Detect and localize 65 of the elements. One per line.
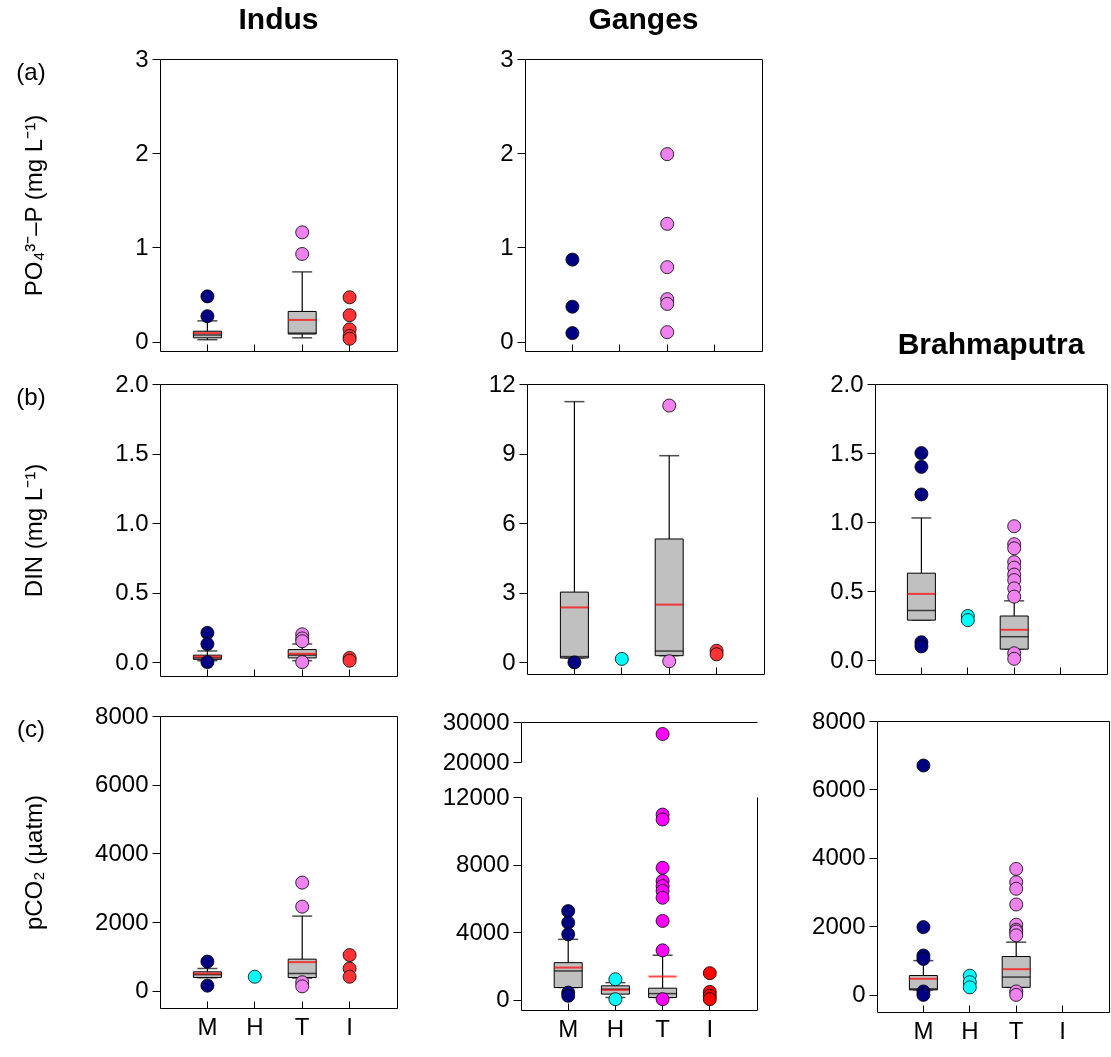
y-tick-label: 0: [135, 327, 149, 355]
y-tick-label: 1.0: [830, 507, 864, 535]
x-tick-label: H: [606, 1014, 625, 1042]
y-tick-label: 12000: [442, 782, 510, 810]
y-tick-label: 3: [500, 44, 514, 72]
y-tick-label: 1.5: [830, 438, 864, 466]
y-tick-label: 0.0: [115, 647, 149, 675]
y-tick-label: 0.5: [830, 576, 864, 604]
y-tick-label: 0: [500, 327, 514, 355]
y-tick-label: 0: [496, 985, 510, 1013]
x-tick-label: I: [706, 1014, 714, 1042]
y-tick-label: 0: [135, 976, 149, 1004]
y-tick-label: 4000: [812, 843, 866, 871]
y-tick-label: 9: [502, 439, 516, 467]
x-tick-label: I: [1059, 1016, 1066, 1044]
y-tick-label: 0: [502, 647, 516, 675]
x-tick-label: M: [913, 1016, 934, 1044]
y-tick-label: 2000: [95, 907, 149, 935]
y-tick-label: 0.5: [115, 578, 149, 606]
y-tick-label: 2.0: [830, 369, 864, 397]
x-tick-label: T: [655, 1014, 671, 1042]
text: (c): [17, 715, 45, 742]
chart-title: Indus: [238, 2, 319, 35]
y-tick-label: 8000: [456, 850, 510, 878]
point: [660, 147, 675, 162]
y-tick-label: 8000: [95, 701, 149, 729]
x-tick-label: I: [346, 1012, 353, 1040]
y-tick-label: 0.0: [830, 645, 864, 673]
x-tick-label: H: [961, 1016, 979, 1044]
point: [660, 260, 675, 275]
text: (a): [16, 58, 46, 85]
y-tick-label: 6000: [95, 770, 149, 798]
y-tick-label: 2: [135, 138, 149, 166]
y-tick-label: 3: [135, 44, 149, 72]
y-tick-label: 6000: [812, 774, 866, 802]
chart-title: Ganges: [588, 2, 699, 35]
y-tick-label: 20000: [442, 747, 510, 775]
y-tick-label: 1.0: [115, 508, 149, 536]
y-tick-label: 1.5: [115, 439, 149, 467]
x-tick-label: T: [1008, 1016, 1024, 1044]
x-tick-label: H: [246, 1012, 264, 1040]
y-tick-label: 4000: [456, 917, 510, 945]
y-tick-label: 2000: [812, 911, 866, 939]
y-tick-label: 1: [500, 232, 514, 260]
y-tick-label: 8000: [812, 706, 866, 734]
point: [660, 297, 675, 311]
y-tick-label: 3: [502, 578, 516, 606]
point: [660, 325, 675, 340]
y-axis-title: pCO₂ (µatm): [19, 794, 47, 931]
y-tick-label: 4000: [95, 838, 149, 866]
y-tick-label: 0: [852, 980, 866, 1008]
y-tick-label: 6: [502, 508, 516, 536]
y-axis-title: DIN (mg L⁻¹): [19, 463, 47, 598]
x-tick-label: M: [558, 1014, 579, 1042]
y-tick-label: 12: [488, 369, 516, 397]
y-tick-label: 2.0: [115, 369, 149, 397]
y-tick-label: 1: [135, 232, 149, 260]
x-tick-label: T: [294, 1012, 310, 1040]
point: [660, 216, 675, 231]
chart-title: Brahmaputra: [897, 327, 1085, 360]
text: (b): [16, 383, 46, 410]
y-tick-label: 2: [500, 138, 514, 166]
y-tick-label: 30000: [442, 707, 510, 735]
x-tick-label: M: [197, 1012, 218, 1040]
y-axis-title: PO₄³⁻–P (mg L⁻¹): [19, 114, 47, 297]
